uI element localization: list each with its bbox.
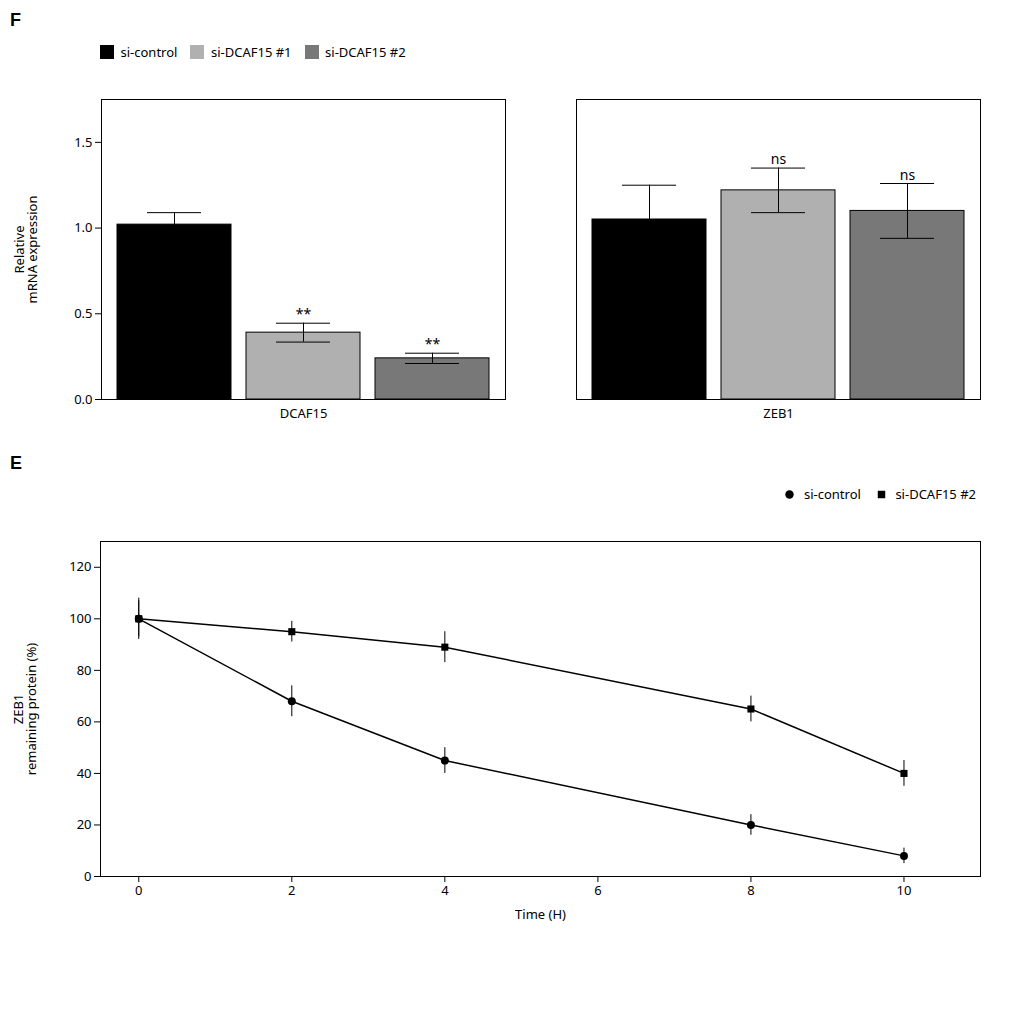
html-text:si-control: si-control	[120, 42, 178, 61]
svg-text:4: 4	[441, 881, 449, 899]
svg-text:8: 8	[747, 881, 754, 899]
html-text:E: E	[10, 452, 22, 473]
svg-text:0.5: 0.5	[74, 303, 92, 321]
html-text:si-DCAF15 #2: si-DCAF15 #2	[895, 485, 976, 503]
html-text:si-control: si-control	[803, 485, 861, 503]
svg-text:ZEB1: ZEB1	[763, 403, 794, 421]
svg-text:20: 20	[77, 815, 92, 833]
html-text:si-DCAF15 #2: si-DCAF15 #2	[325, 42, 406, 61]
svg-text:ns: ns	[900, 164, 916, 183]
svg-text:2: 2	[288, 881, 295, 899]
svg-text:100: 100	[69, 609, 91, 627]
svg-text:**: **	[425, 334, 441, 353]
svg-text:DCAF15: DCAF15	[280, 403, 328, 421]
svg-text:ZEB1remaining protein (%): ZEB1remaining protein (%)	[10, 643, 40, 776]
html-text:si-DCAF15 #1: si-DCAF15 #1	[210, 42, 292, 61]
svg-text:120: 120	[69, 557, 91, 575]
svg-text:1.0: 1.0	[74, 218, 92, 236]
svg-text:RelativemRNA expression: RelativemRNA expression	[10, 195, 41, 303]
svg-text:ns: ns	[771, 149, 787, 168]
svg-text:0: 0	[84, 867, 91, 885]
html-text:F: F	[10, 10, 21, 30]
svg-text:6: 6	[594, 881, 601, 899]
svg-text:**: **	[296, 304, 312, 323]
svg-text:0: 0	[135, 881, 142, 899]
svg-text:60: 60	[77, 712, 92, 730]
svg-text:40: 40	[77, 764, 92, 782]
svg-text:Time (H): Time (H)	[515, 905, 566, 922]
svg-text:0.0: 0.0	[74, 389, 92, 407]
svg-text:1.5: 1.5	[74, 132, 92, 150]
svg-text:80: 80	[77, 661, 92, 679]
svg-text:10: 10	[897, 881, 912, 899]
